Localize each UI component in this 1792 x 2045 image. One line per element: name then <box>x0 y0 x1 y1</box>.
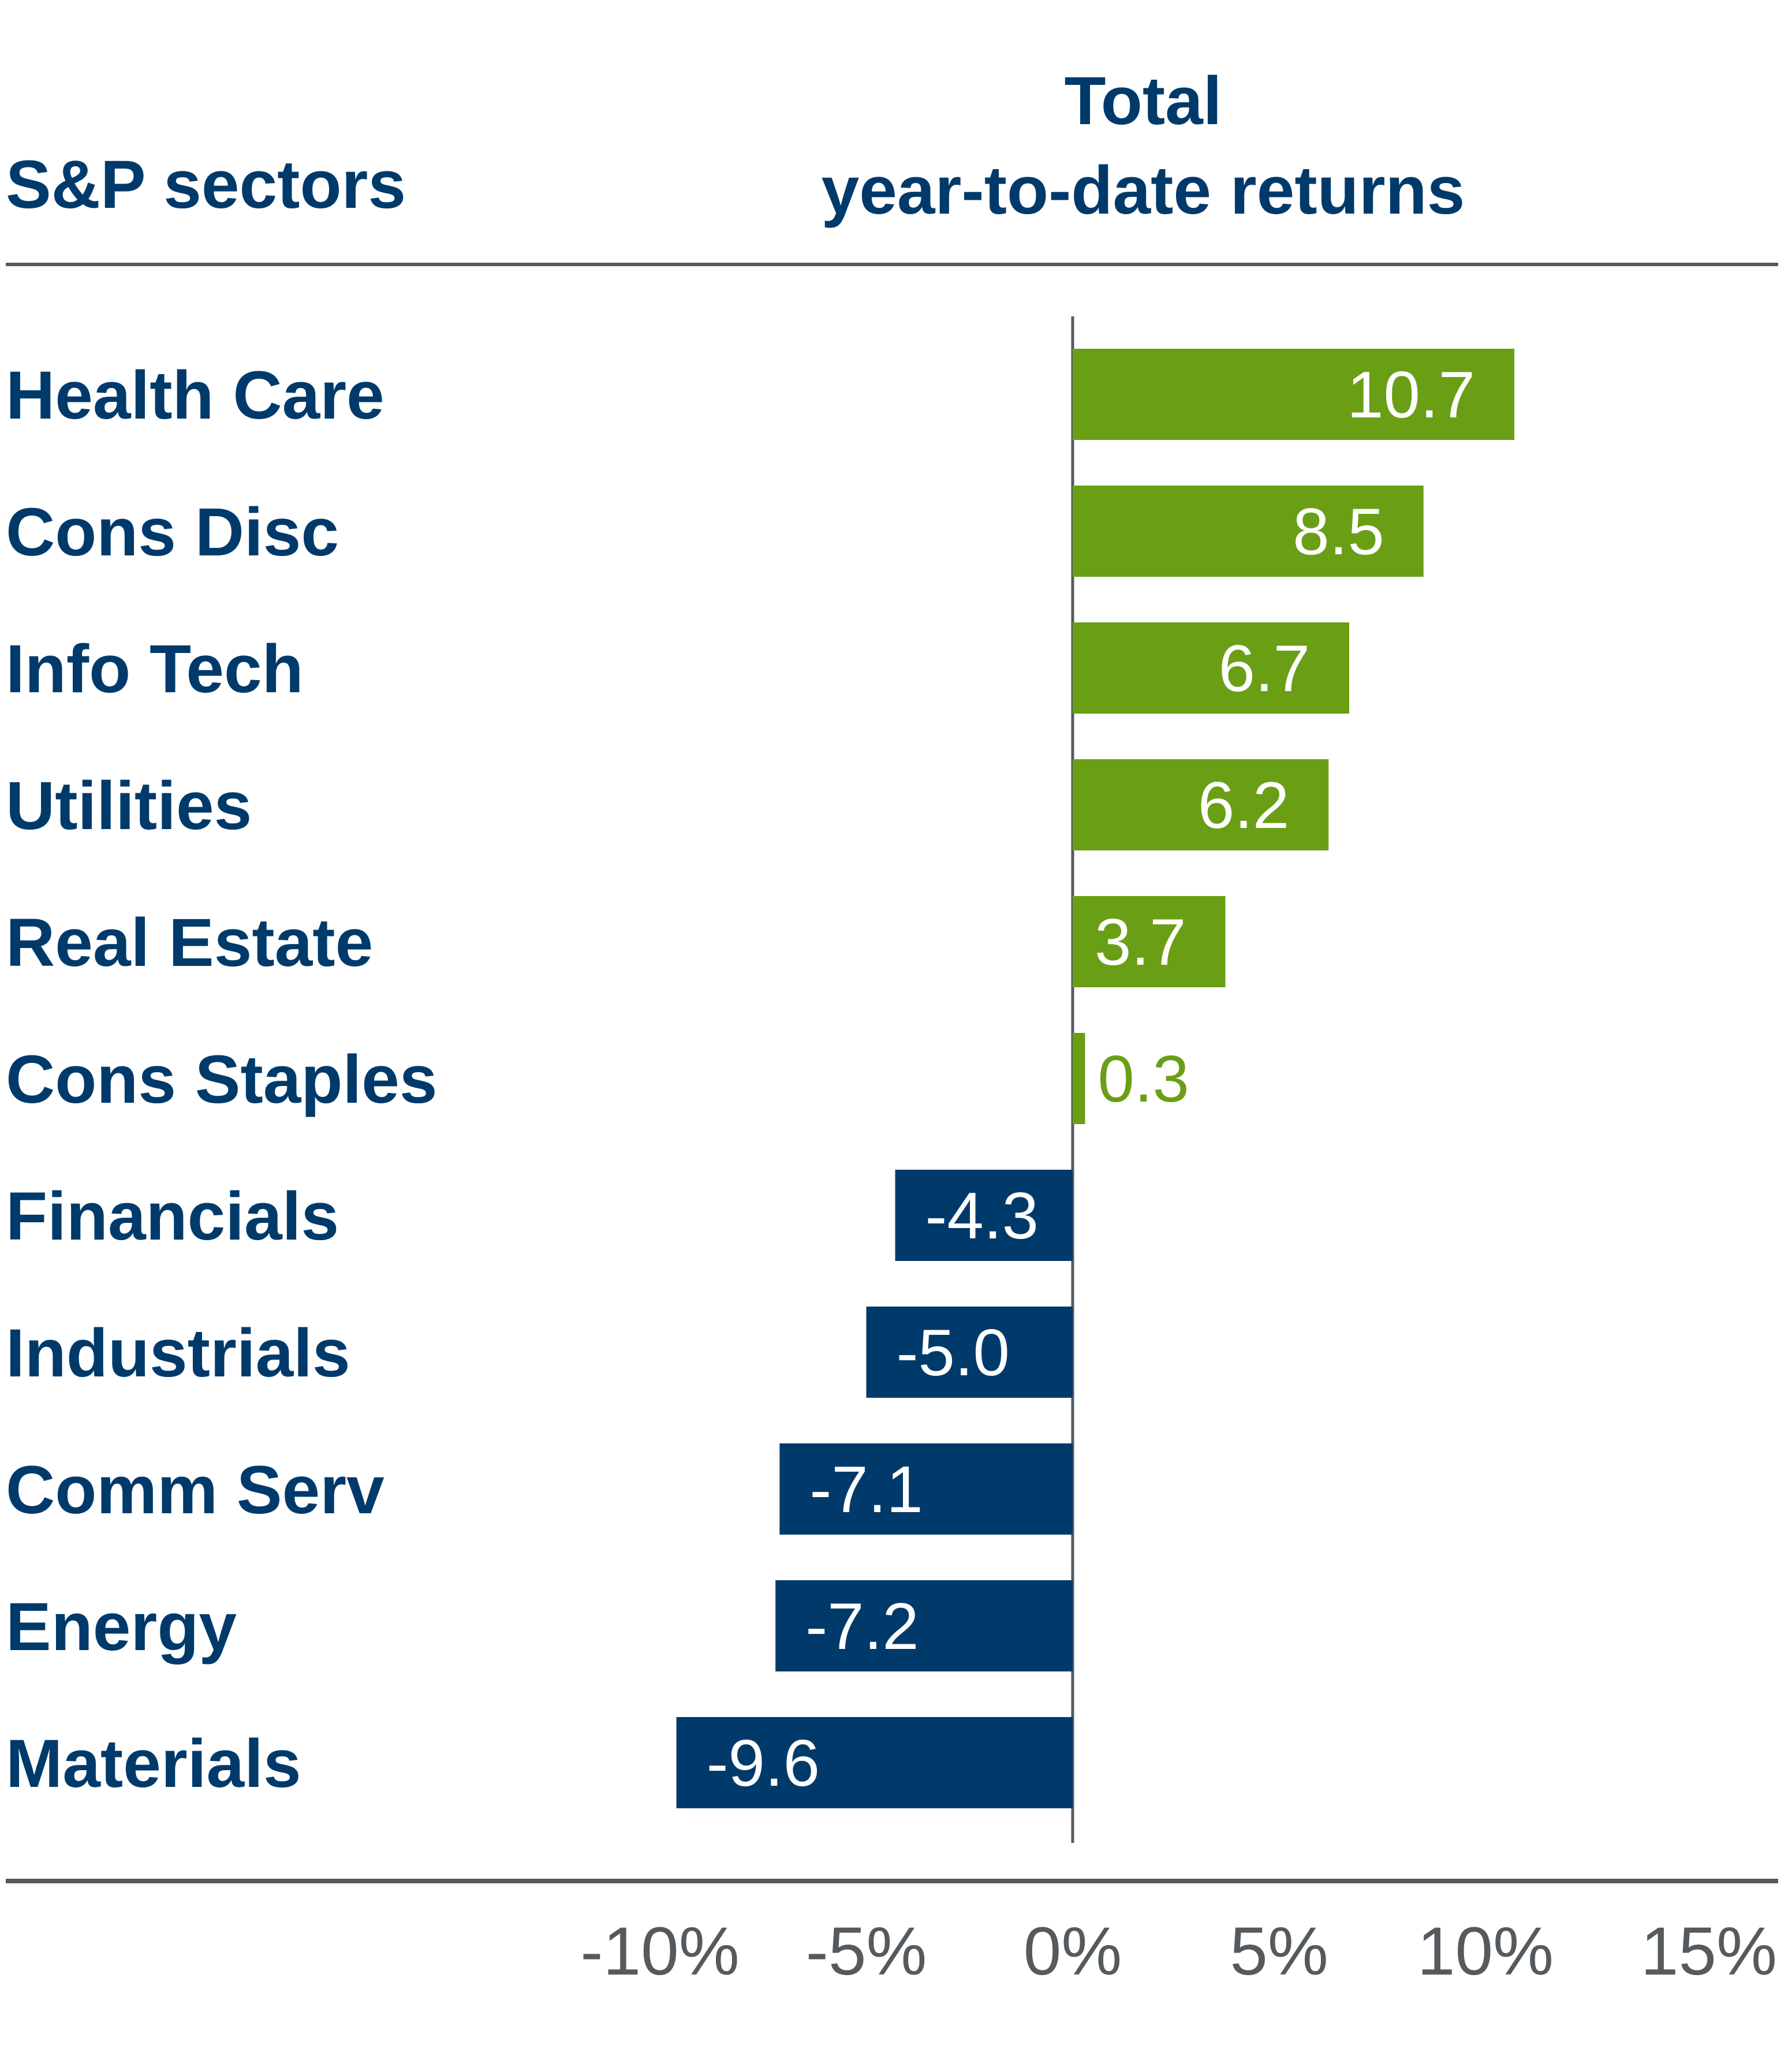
x-tick-label: 15% <box>1641 1913 1777 1990</box>
x-tick-label: -10% <box>580 1913 739 1990</box>
bar <box>895 1170 1073 1261</box>
value-label: -4.3 <box>925 1180 1039 1253</box>
category-label: Cons Staples <box>6 1042 438 1118</box>
chart-title-line2: year-to-date returns <box>822 152 1465 229</box>
value-label: -5.0 <box>897 1316 1010 1390</box>
bar <box>1073 486 1424 577</box>
bar <box>1073 896 1226 987</box>
value-label: 10.7 <box>1347 359 1475 432</box>
category-label: Health Care <box>6 357 384 434</box>
value-label: -7.2 <box>805 1590 919 1663</box>
category-label: Comm Serv <box>6 1452 384 1528</box>
chart-title-line1: Total <box>1064 63 1222 139</box>
bar <box>866 1307 1073 1398</box>
value-label: -9.6 <box>707 1727 820 1800</box>
category-label: Info Tech <box>6 631 304 707</box>
value-label: 3.7 <box>1095 906 1186 979</box>
category-label: Energy <box>6 1589 237 1665</box>
x-tick-label: -5% <box>806 1913 927 1990</box>
x-tick-label: 5% <box>1230 1913 1328 1990</box>
category-label: Real Estate <box>6 905 373 981</box>
category-label: Materials <box>6 1726 301 1802</box>
x-tick-label: 10% <box>1417 1913 1554 1990</box>
category-label: Industrials <box>6 1315 350 1391</box>
value-label: 6.7 <box>1219 632 1310 706</box>
value-label: -7.1 <box>809 1453 923 1527</box>
bar <box>1073 349 1515 440</box>
bar <box>779 1443 1073 1535</box>
plot-area: Health Care 10.7 Cons Disc 8.5 Info Tech 6.7 U… <box>6 316 1515 1843</box>
bar <box>1073 759 1329 850</box>
value-label: 0.3 <box>1097 1043 1189 1116</box>
bar <box>775 1580 1073 1671</box>
header-sectors: S&P sectors <box>6 147 406 223</box>
category-label: Cons Disc <box>6 494 339 570</box>
bar <box>676 1717 1073 1808</box>
value-label: 6.2 <box>1198 769 1289 842</box>
x-tick-label: 0% <box>1024 1913 1122 1990</box>
value-label: 8.5 <box>1293 495 1384 569</box>
bar <box>1073 622 1350 714</box>
category-label: Utilities <box>6 768 252 844</box>
x-axis-ticks: -10% -5% 0% 5% 10% 15% <box>580 1913 1777 1990</box>
category-label: Financials <box>6 1178 339 1255</box>
bar <box>1073 1033 1085 1124</box>
